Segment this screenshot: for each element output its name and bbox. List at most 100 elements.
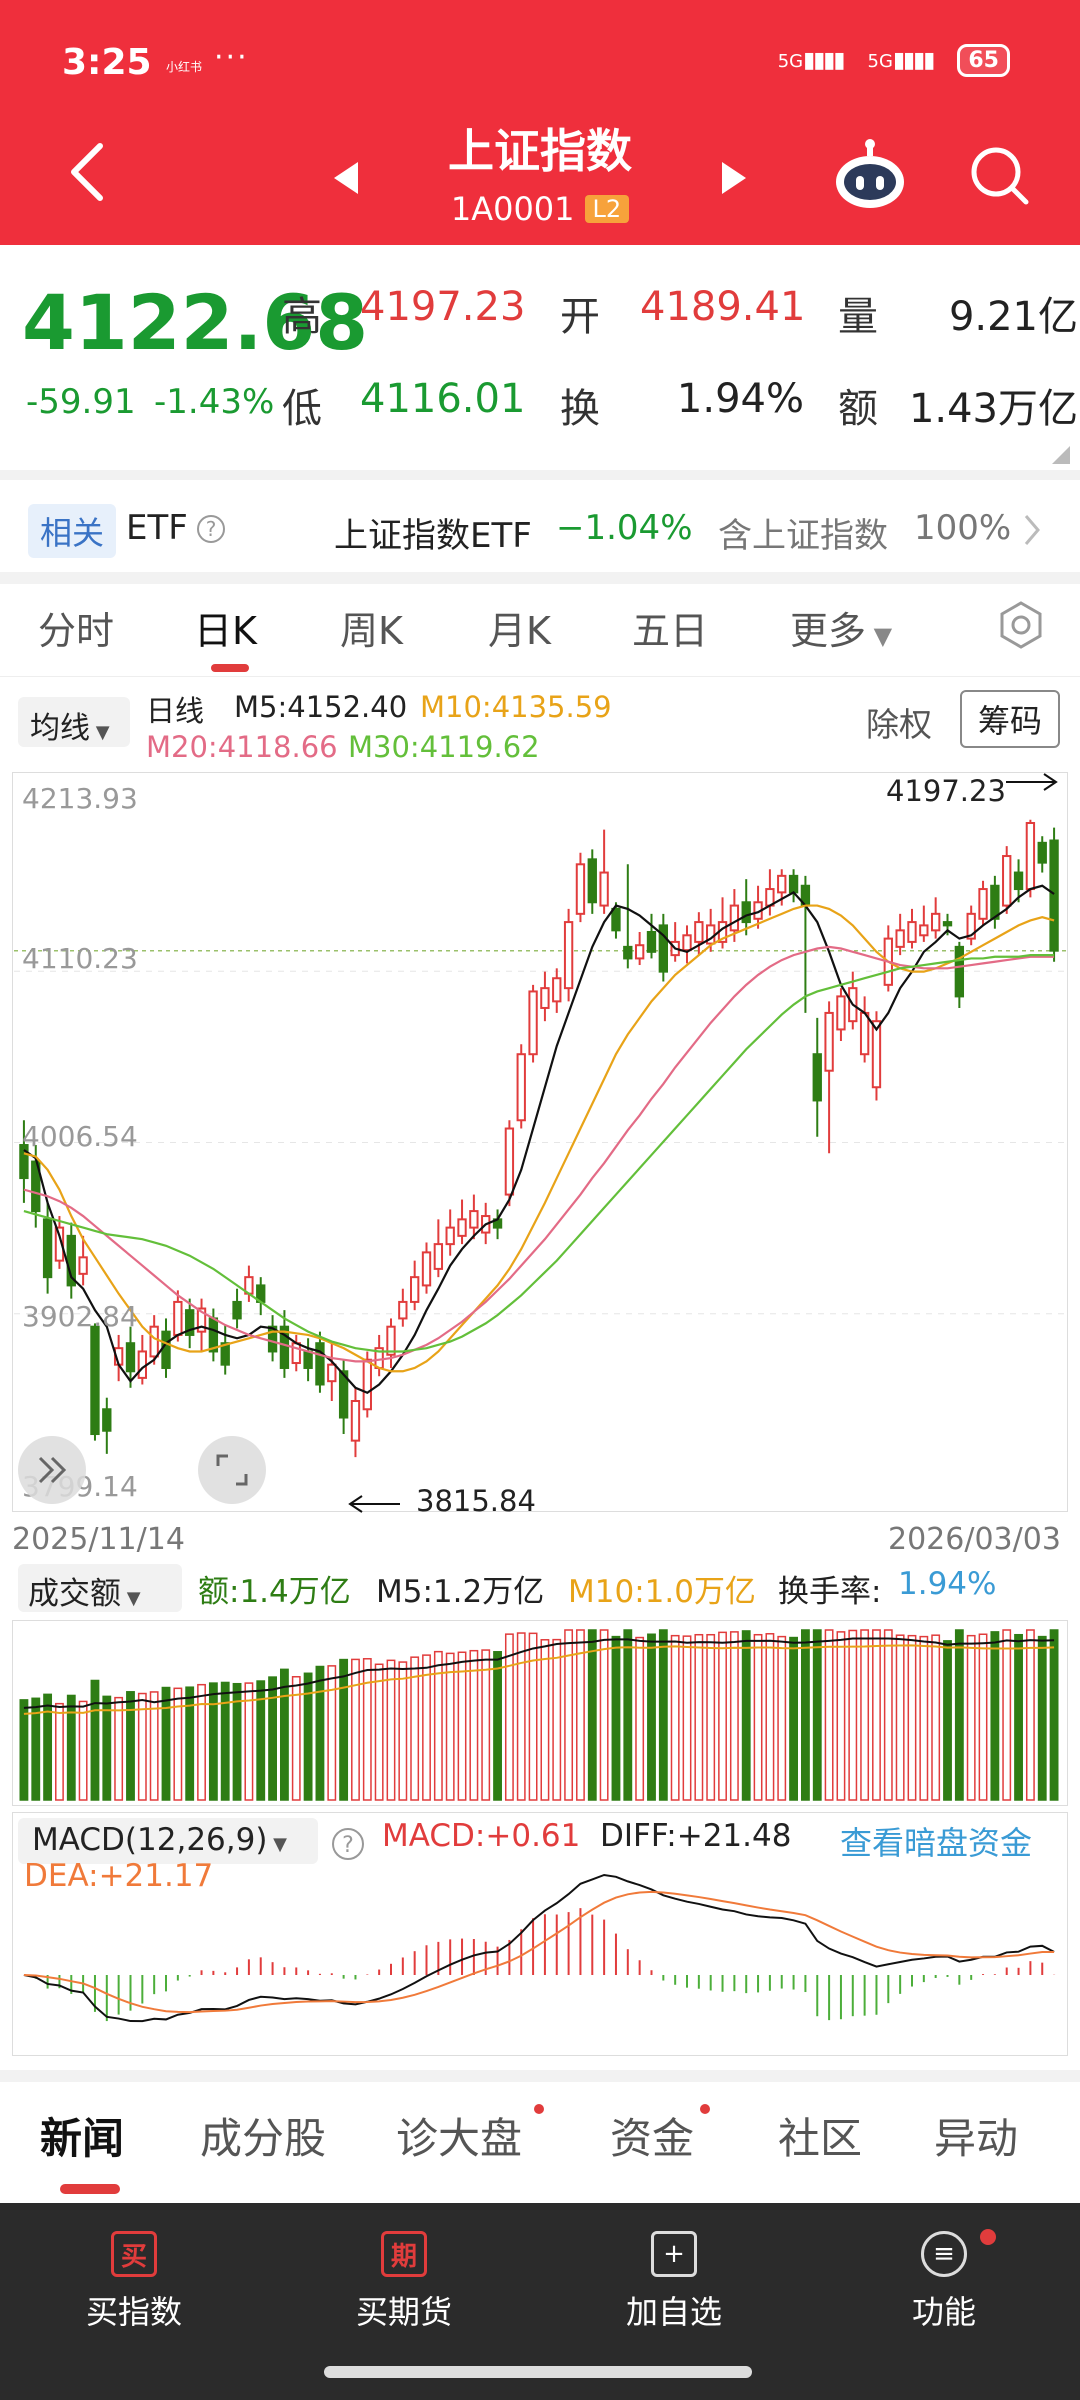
fullscreen-icon (216, 1454, 248, 1486)
add-watchlist-button[interactable]: + 加自选 (574, 2231, 774, 2333)
chart-settings-icon[interactable] (996, 600, 1046, 650)
candle-body (42, 1218, 53, 1279)
candle-body (587, 858, 597, 904)
volume-bar (907, 1634, 917, 1801)
related-tag: 相关 (28, 504, 117, 558)
volume-bar (410, 1656, 420, 1801)
candle-body (658, 924, 669, 973)
volume-bar (398, 1661, 408, 1801)
tab-weekly-k[interactable]: 周K (340, 609, 403, 653)
volume-bar (1025, 1629, 1035, 1801)
volume-bar (504, 1633, 514, 1801)
chips-button[interactable]: 筹码 (960, 690, 1061, 748)
macd-panel[interactable] (12, 1812, 1068, 2056)
tab-constituents[interactable]: 成分股 (200, 2114, 327, 2163)
buy-icon: 买 (111, 2231, 157, 2277)
candle-body (90, 1325, 100, 1436)
tab-more[interactable]: 更多 ▼ (790, 609, 893, 653)
expand-sidebar-button[interactable] (18, 1436, 86, 1504)
svg-text:?: ? (342, 1833, 354, 1858)
ex-right-button[interactable]: 除权 (866, 705, 932, 744)
tab-diagnose-market[interactable]: 诊大盘 (396, 2114, 523, 2163)
volume-bar (931, 1634, 941, 1801)
volume-bar (682, 1635, 692, 1801)
status-more-icon: ··· (214, 40, 249, 75)
help-icon[interactable]: ? (330, 1826, 366, 1862)
macd-selector[interactable]: MACD(12,26,9) ▼ (18, 1818, 318, 1864)
turnover-rate-label: 换手率: (778, 1574, 882, 1610)
volume-amount: 额:1.4万亿 (198, 1574, 351, 1610)
fullscreen-button[interactable] (198, 1436, 266, 1504)
ma-selector[interactable]: 均线 ▼ (18, 697, 130, 747)
candlestick-panel[interactable] (12, 772, 1068, 1512)
candle-body (824, 1011, 834, 1072)
next-index-icon[interactable] (720, 160, 750, 196)
notification-dot (980, 2229, 996, 2245)
volume-bar (623, 1629, 633, 1801)
tab-monthly-k[interactable]: 月K (488, 609, 551, 653)
indicator-selector[interactable]: 成交额 ▼ (18, 1564, 182, 1612)
candle-body (327, 1363, 337, 1383)
volume-bar (516, 1632, 526, 1801)
candle-body (966, 912, 976, 940)
etf-pct: −1.04% (556, 508, 693, 548)
candle-body (232, 1300, 242, 1320)
turnover-label: 换 (560, 386, 600, 432)
candle-body (78, 1256, 88, 1275)
candle-body (895, 929, 905, 948)
candle-body (350, 1400, 361, 1442)
volume-bar (422, 1654, 431, 1801)
buy-index-label: 买指数 (85, 2293, 182, 2331)
tab-five-day[interactable]: 五日 (632, 609, 709, 653)
volume-bar (362, 1658, 372, 1801)
candle-body (445, 1226, 455, 1246)
help-icon[interactable]: ? (196, 514, 226, 544)
candle-body (729, 904, 740, 932)
tab-anomaly[interactable]: 异动 (934, 2114, 1019, 2163)
divider (0, 572, 1080, 584)
tab-news[interactable]: 新闻 (40, 2114, 125, 2163)
volume-bar (895, 1634, 905, 1801)
candle-body (812, 1053, 822, 1102)
tab-intraday[interactable]: 分时 (38, 609, 115, 653)
robot-assistant-icon[interactable] (830, 138, 910, 212)
related-etf-row[interactable]: 相关 ETF ? 上证指数ETF −1.04% 含上证指数 100% (0, 480, 1080, 572)
volume-bar (611, 1635, 621, 1801)
prev-index-icon[interactable] (330, 160, 360, 196)
volume-bar (114, 1696, 124, 1801)
volume-bar (339, 1658, 349, 1801)
volume-bar (481, 1649, 491, 1801)
ma-line-m20 (23, 945, 1055, 1363)
candle-body (623, 945, 633, 960)
volume-panel[interactable] (12, 1620, 1068, 1806)
volume-bar (564, 1629, 574, 1801)
volume-bar (43, 1693, 53, 1801)
tab-community[interactable]: 社区 (778, 2114, 863, 2163)
volume-bar (599, 1629, 609, 1801)
volume-bar (244, 1682, 254, 1801)
functions-button[interactable]: ≡ 功能 (844, 2231, 1044, 2333)
volume-bar (694, 1633, 704, 1801)
buy-futures-button[interactable]: 期 买期货 (304, 2231, 504, 2333)
dea-line (23, 1890, 1055, 2014)
volume-bar (161, 1686, 171, 1801)
macd-value: MACD:+0.61 (382, 1818, 581, 1854)
volume-bar (374, 1663, 384, 1801)
candle-body (516, 1053, 526, 1122)
y-tick-label: 3902.84 (22, 1300, 138, 1333)
volume-bar (860, 1629, 870, 1801)
buy-index-button[interactable]: 买 买指数 (34, 2231, 234, 2333)
volume-bar (848, 1629, 858, 1801)
notification-dot (700, 2104, 710, 2114)
expand-corner-icon[interactable] (1052, 446, 1070, 464)
search-icon[interactable] (968, 144, 1032, 208)
candle-body (575, 863, 586, 915)
candle-body (469, 1210, 479, 1229)
volume-bar (137, 1692, 147, 1801)
back-icon[interactable] (64, 140, 108, 204)
dark-pool-funds-link[interactable]: 查看暗盘资金 (840, 1824, 1033, 1862)
tab-funds[interactable]: 资金 (610, 2114, 695, 2163)
open-value: 4189.41 (640, 284, 806, 330)
volume-bar (279, 1668, 289, 1801)
tab-daily-k[interactable]: 日K (194, 609, 257, 653)
